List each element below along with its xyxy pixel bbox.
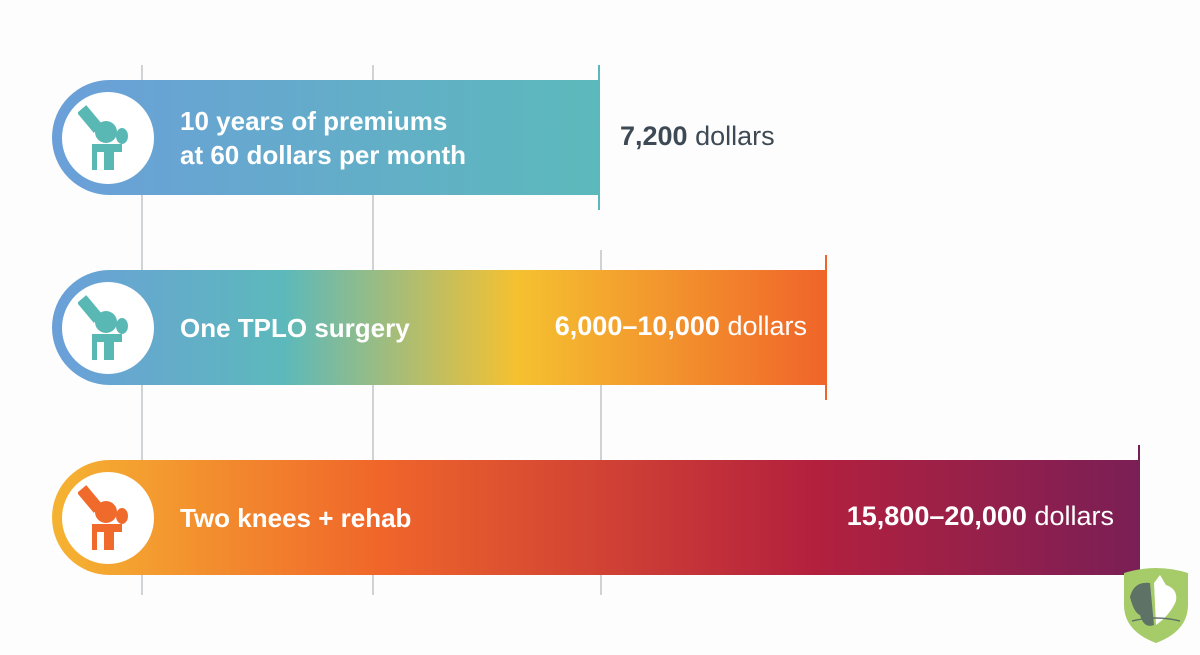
knee-joint-icon bbox=[78, 105, 128, 170]
pet-shield-logo bbox=[1124, 568, 1188, 643]
bar-label: One TPLO surgery bbox=[180, 313, 410, 343]
knee-joint-icon bbox=[78, 485, 128, 550]
knee-joint-icon bbox=[78, 295, 128, 360]
bar-end-tick bbox=[1138, 445, 1140, 575]
bar-end-tick bbox=[825, 255, 827, 400]
bar-end-tick bbox=[598, 65, 600, 210]
icon-circle bbox=[62, 472, 154, 564]
bar-tplo: One TPLO surgery 6,000–10,000 dollars bbox=[52, 270, 827, 385]
bar-label: Two knees + rehab bbox=[180, 503, 412, 533]
icon-circle bbox=[62, 92, 154, 184]
bar-two-knees: Two knees + rehab 15,800–20,000 dollars bbox=[52, 460, 1140, 575]
gridline bbox=[600, 250, 602, 595]
bar-premiums: 10 years of premiums at 60 dollars per mo… bbox=[52, 80, 600, 195]
value-label: 6,000–10,000 dollars bbox=[554, 311, 807, 341]
value-label: 15,800–20,000 dollars bbox=[846, 501, 1114, 531]
value-label: 7,200 dollars bbox=[620, 121, 775, 151]
icon-circle bbox=[62, 282, 154, 374]
bar-label: 10 years of premiums at 60 dollars per mo… bbox=[180, 106, 467, 170]
